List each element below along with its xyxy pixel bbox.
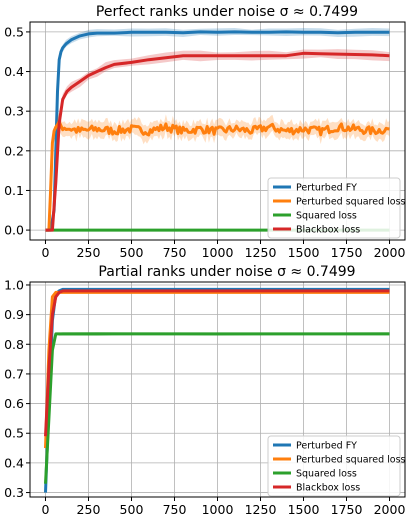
x-tick-label: 500	[120, 502, 144, 517]
y-tick-label: 1.0	[4, 277, 24, 292]
x-tick-label: 1000	[202, 502, 234, 517]
legend-label: Blackbox loss	[296, 483, 360, 494]
x-tick-label: 1250	[245, 502, 277, 517]
legend-label: Squared loss	[296, 211, 357, 222]
series-group	[45, 28, 390, 232]
x-tick-label: 1500	[288, 502, 320, 517]
chart-perfect-ranks: Perfect ranks under noise σ ≈ 0.7499 0 25…	[4, 4, 406, 260]
legend: Perturbed FY Perturbed squared loss Square…	[267, 435, 406, 497]
legend-label: Perturbed FY	[296, 183, 357, 194]
y-tick-label: 0.5	[4, 426, 24, 441]
y-tick-label: 0.7	[4, 366, 24, 381]
x-tick-label: 1500	[288, 245, 320, 260]
y-tick-label: 0.4	[4, 64, 24, 79]
x-tick-label: 0	[42, 245, 50, 260]
y-tick-label: 0.2	[4, 143, 24, 158]
series-line	[45, 30, 390, 232]
x-tick-label: 1750	[331, 502, 363, 517]
x-tick-label: 750	[163, 502, 187, 517]
legend-box	[267, 177, 401, 239]
x-tick-label: 1750	[331, 245, 363, 260]
series-line	[44, 332, 390, 484]
legend-label: Perturbed FY	[296, 441, 357, 452]
legend-label: Perturbed squared loss	[296, 455, 406, 466]
x-tick-label: 2000	[374, 502, 406, 517]
y-tick-label: 0.9	[4, 307, 24, 322]
legend-label: Blackbox loss	[296, 225, 360, 236]
x-tick-label: 1250	[245, 245, 277, 260]
x-tick-label: 0	[42, 502, 50, 517]
y-tick-label: 0.8	[4, 337, 24, 352]
series-line	[44, 289, 390, 437]
y-tick-label: 0.6	[4, 396, 24, 411]
y-tick-label: 0.4	[4, 455, 24, 470]
y-tick-label: 0.3	[4, 104, 24, 119]
chart-title: Perfect ranks under noise σ ≈ 0.7499	[96, 4, 358, 20]
series-line	[45, 120, 390, 232]
x-tick-label: 1000	[202, 245, 234, 260]
series-line	[45, 51, 390, 232]
y-tick-label: 0.3	[4, 485, 24, 500]
y-tick-label: 0.5	[4, 24, 24, 39]
x-tick-label: 250	[77, 502, 101, 517]
x-tick-label: 750	[163, 245, 187, 260]
legend-box	[267, 435, 401, 497]
x-tick-label: 250	[77, 245, 101, 260]
y-tick-label: 0.0	[4, 223, 24, 238]
series-group	[44, 287, 390, 493]
legend: Perturbed FY Perturbed squared loss Square…	[267, 177, 406, 239]
chart-title: Partial ranks under noise σ ≈ 0.7499	[98, 264, 355, 280]
legend-label: Perturbed squared loss	[296, 197, 406, 208]
y-tick-label: 0.1	[4, 183, 24, 198]
x-tick-label: 2000	[374, 245, 406, 260]
x-tick-label: 500	[120, 245, 144, 260]
legend-label: Squared loss	[296, 469, 357, 480]
chart-partial-ranks: Partial ranks under noise σ ≈ 0.7499 0 25…	[4, 264, 406, 517]
